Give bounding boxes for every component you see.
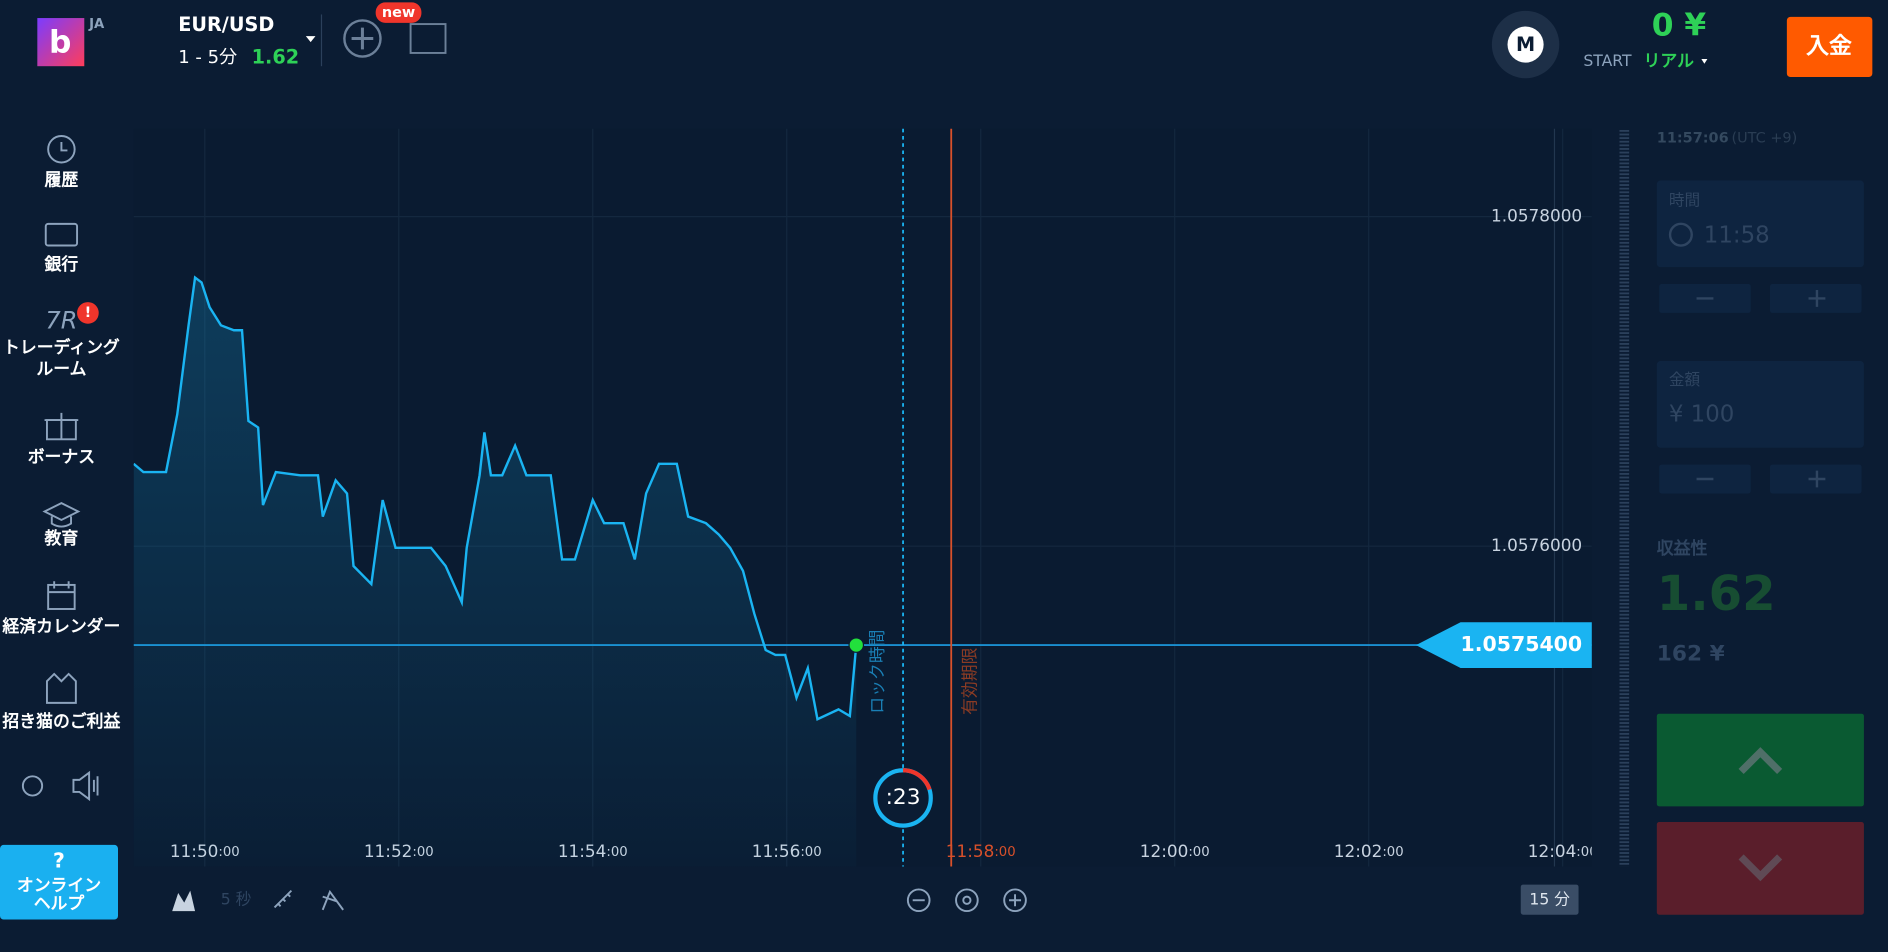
timeframe-button[interactable] [1520,884,1579,915]
nav-label: ルーム [36,358,86,378]
call-arrow [1738,747,1783,775]
bonus-ribbon [44,412,79,440]
balance: 0 ¥ [1652,7,1707,43]
plot: 11:50:0011:52:0011:54:0011:56:0011:58:00… [133,275,1598,867]
amount-value: ¥ 100 [1669,402,1734,428]
history-hand [60,142,68,152]
help-label: オンライン [17,875,101,895]
profit-value: 1.62 [1657,566,1776,622]
nav-label: 履歴 [45,170,79,190]
new-badge [375,2,422,23]
nav-label: 経済カレンダー [1,616,120,636]
zoom-out[interactable] [906,888,931,913]
timezone: (UTC +9) [1731,130,1797,146]
lucky-cat-icon[interactable] [45,672,77,704]
dropdown-arrow[interactable] [305,36,316,43]
trading-room-icon[interactable]: 7R [45,306,77,334]
logo-letter: b [49,24,71,60]
clock-icon [1668,222,1693,247]
sound-icon[interactable] [72,770,99,802]
price-overlay: 1.0575400 [848,622,1592,668]
x-tick-label: 11:58:00 [946,841,1016,861]
x-tick-label: 12:04:00 [1528,841,1598,861]
center-button[interactable] [955,888,979,913]
call-button[interactable] [1656,713,1864,807]
ruler-button[interactable] [273,889,293,909]
layout-button[interactable] [409,23,447,54]
timeframe-button-label: 15 分 [1529,890,1570,909]
education-icon[interactable] [42,502,81,528]
price-area [133,277,857,867]
avatar-letter: M [1516,33,1535,56]
amount-field[interactable] [1656,361,1864,448]
help-button[interactable] [0,844,118,920]
history-icon[interactable] [47,135,76,164]
account-status: START [1583,51,1632,70]
chart-type-button[interactable] [172,890,196,912]
account-type[interactable]: リアル [1644,50,1695,70]
x-tick-label: 12:02:00 [1334,841,1404,861]
countdown: :23 [886,785,921,810]
nav-label: トレーディング [3,337,120,357]
account-arrow [1701,58,1708,64]
payout: 1.62 [252,45,300,68]
header: b JA EUR/USD 1 - 5分 1.62 new M 0 ¥ START… [37,2,1873,79]
clock: 11:57:06 [1657,130,1729,146]
timeframe: 1 - 5分 [178,47,237,68]
new-badge-text: new [382,5,415,21]
nav-label: 銀行 [44,254,79,274]
language[interactable]: JA [88,17,105,32]
plus-icon [351,27,374,50]
add-asset[interactable] [343,19,382,58]
current-price-tag [1416,622,1592,668]
help-icon: ? [53,849,65,873]
countdown-progress [902,768,932,791]
settings-icon[interactable] [21,775,44,797]
time-step-signs [1696,290,1826,307]
lock-label: ロック時間 [867,629,887,713]
help-label: ヘルプ [34,893,85,913]
amount-step-signs [1696,470,1826,488]
put-arrow [1738,854,1783,882]
deposit-label: 入金 [1806,33,1852,59]
alert-badge [77,302,99,324]
current-price-label: 1.0575400 [1461,632,1583,656]
profit-amount: 162 ¥ [1657,642,1725,667]
price-line [133,275,858,721]
candle-interval[interactable]: 5 秒 [221,890,252,909]
last-price-dot [848,637,865,653]
toolbar: 5 秒 15 分 [172,884,1579,915]
y-tick-label: 1.0578000 [1491,206,1582,226]
time-value: 11:58 [1704,222,1770,248]
asset-pair[interactable]: EUR/USD [178,13,274,36]
expiry-label: 有効期限 [959,647,979,715]
calendar-lines [48,581,75,594]
nav-label: ボーナス [28,446,95,466]
bank-icon[interactable] [44,222,79,247]
time-field[interactable] [1656,180,1864,268]
scrollbar[interactable] [1619,128,1630,867]
deposit-button[interactable] [1786,16,1873,78]
zoom-in-sign [1009,894,1022,907]
nav-label: 教育 [44,528,79,548]
amount-label: 金額 [1669,370,1701,389]
nav-label: 招き猫のご利益 [2,711,120,731]
logo[interactable] [37,18,85,67]
center-dot [962,895,972,905]
calendar-icon[interactable] [47,583,76,610]
sidebar-icons: 7R [0,135,118,920]
zoom-in[interactable] [1003,888,1027,913]
drawing-button[interactable] [321,889,344,911]
y-tick-label: 1.0576000 [1491,535,1582,555]
avatar [1507,26,1544,63]
x-tick-label: 12:00:00 [1140,841,1210,861]
put-button[interactable] [1656,822,1864,915]
time-label: 時間 [1669,190,1700,209]
profit-label: 収益性 [1657,538,1708,558]
nav-badge: ! [85,305,92,321]
trade-panel: 11:57:06 (UTC +9) 時間 11:58 金額 ¥ 100 収益性 … [1656,130,1864,915]
